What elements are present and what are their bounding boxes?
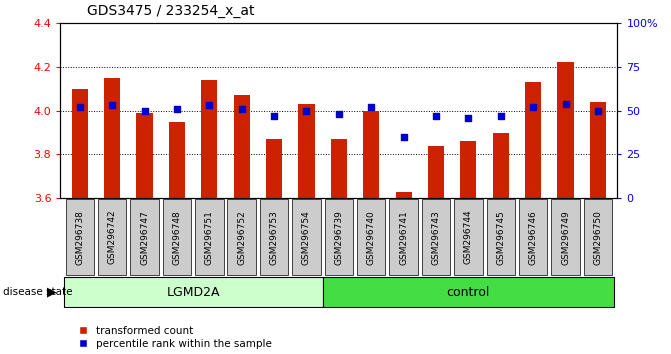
Text: GSM296752: GSM296752: [238, 210, 246, 264]
Point: [172, 106, 183, 112]
Bar: [104, 78, 120, 198]
Bar: [260, 199, 289, 275]
Point: [74, 104, 85, 110]
Text: GSM296750: GSM296750: [593, 210, 603, 265]
Text: disease state: disease state: [3, 287, 73, 297]
Text: GSM296749: GSM296749: [561, 210, 570, 264]
Bar: [486, 199, 515, 275]
Text: LGMD2A: LGMD2A: [166, 286, 220, 298]
Bar: [293, 199, 321, 275]
Text: GSM296746: GSM296746: [529, 210, 537, 264]
Point: [592, 108, 603, 113]
Point: [463, 115, 474, 120]
Bar: [590, 102, 606, 198]
Bar: [323, 277, 614, 307]
Bar: [195, 199, 223, 275]
Point: [107, 103, 117, 108]
Point: [236, 106, 247, 112]
Legend: transformed count, percentile rank within the sample: transformed count, percentile rank withi…: [79, 326, 272, 349]
Point: [528, 104, 539, 110]
Bar: [266, 139, 282, 198]
Text: GSM296745: GSM296745: [497, 210, 505, 264]
Point: [333, 111, 344, 117]
Bar: [66, 199, 94, 275]
Point: [204, 103, 215, 108]
Bar: [234, 95, 250, 198]
Bar: [460, 141, 476, 198]
Point: [495, 113, 506, 119]
Bar: [558, 62, 574, 198]
Text: GSM296743: GSM296743: [431, 210, 440, 264]
Point: [268, 113, 279, 119]
Text: GSM296738: GSM296738: [75, 210, 85, 265]
Bar: [136, 113, 153, 198]
Bar: [201, 80, 217, 198]
Text: GSM296742: GSM296742: [108, 210, 117, 264]
Text: GSM296747: GSM296747: [140, 210, 149, 264]
Point: [560, 101, 571, 107]
Bar: [454, 199, 482, 275]
Bar: [428, 146, 444, 198]
Text: GSM296744: GSM296744: [464, 210, 473, 264]
Text: GSM296740: GSM296740: [367, 210, 376, 264]
Text: control: control: [447, 286, 490, 298]
Bar: [331, 139, 347, 198]
Text: GDS3475 / 233254_x_at: GDS3475 / 233254_x_at: [87, 4, 255, 18]
Bar: [584, 199, 612, 275]
Point: [431, 113, 442, 119]
Text: GSM296754: GSM296754: [302, 210, 311, 264]
Point: [399, 134, 409, 140]
Bar: [130, 199, 159, 275]
Point: [301, 108, 312, 113]
Text: GSM296753: GSM296753: [270, 210, 278, 265]
Text: ▶: ▶: [48, 286, 57, 298]
Bar: [363, 111, 379, 198]
Bar: [325, 199, 353, 275]
Text: GSM296751: GSM296751: [205, 210, 214, 265]
Text: GSM296741: GSM296741: [399, 210, 408, 264]
Text: GSM296748: GSM296748: [172, 210, 181, 264]
Bar: [493, 132, 509, 198]
Bar: [162, 199, 191, 275]
Bar: [169, 121, 185, 198]
Bar: [227, 199, 256, 275]
Point: [366, 104, 376, 110]
Point: [139, 108, 150, 113]
Bar: [299, 104, 315, 198]
Bar: [64, 277, 323, 307]
Bar: [72, 89, 88, 198]
Bar: [389, 199, 418, 275]
Text: GSM296739: GSM296739: [334, 210, 344, 265]
Bar: [525, 82, 541, 198]
Bar: [357, 199, 385, 275]
Bar: [395, 192, 412, 198]
Bar: [552, 199, 580, 275]
Bar: [519, 199, 548, 275]
Bar: [422, 199, 450, 275]
Bar: [98, 199, 126, 275]
